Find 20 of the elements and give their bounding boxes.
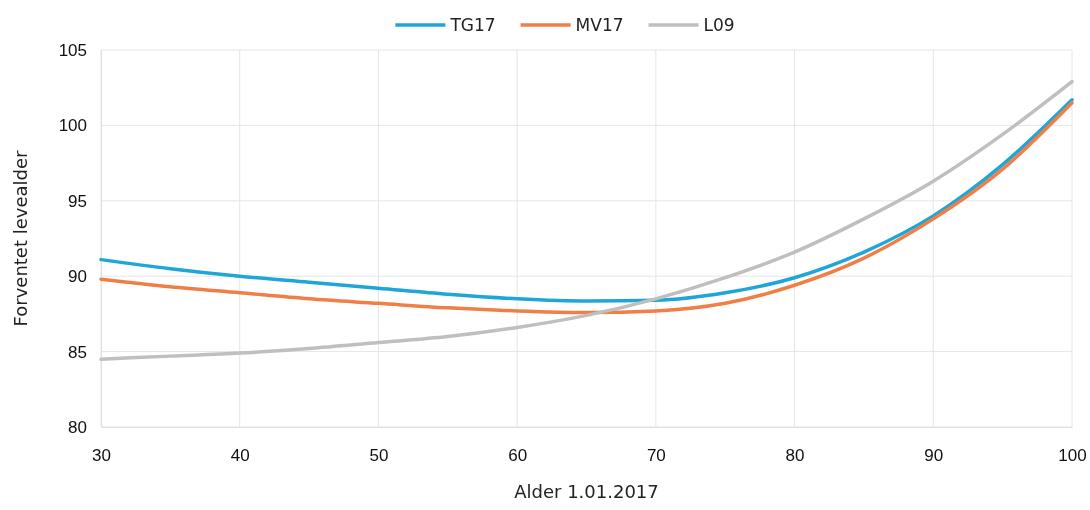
y-tick-label: 105 [58,40,87,60]
x-tick-label: 40 [230,446,250,466]
y-tick-label: 90 [68,267,87,287]
legend-label: MV17 [575,15,624,35]
x-tick-label: 70 [646,446,666,466]
y-axis-title: Forventet levealder [10,149,31,327]
y-tick-label: 80 [68,417,87,437]
legend-label: TG17 [449,15,496,35]
y-tick-label: 85 [68,342,87,362]
x-tick-label: 90 [924,446,944,466]
y-tick-label: 95 [68,191,87,211]
x-tick-label: 80 [785,446,805,466]
x-tick-label: 50 [369,446,389,466]
x-tick-label: 60 [508,446,528,466]
line-series [99,79,1074,361]
y-tick-label: 100 [58,116,87,136]
x-tick-label: 30 [92,446,111,466]
x-axis-title: Alder 1.01.2017 [514,481,659,502]
legend-label: L09 [703,15,735,35]
x-tick-label: 100 [1058,446,1087,466]
